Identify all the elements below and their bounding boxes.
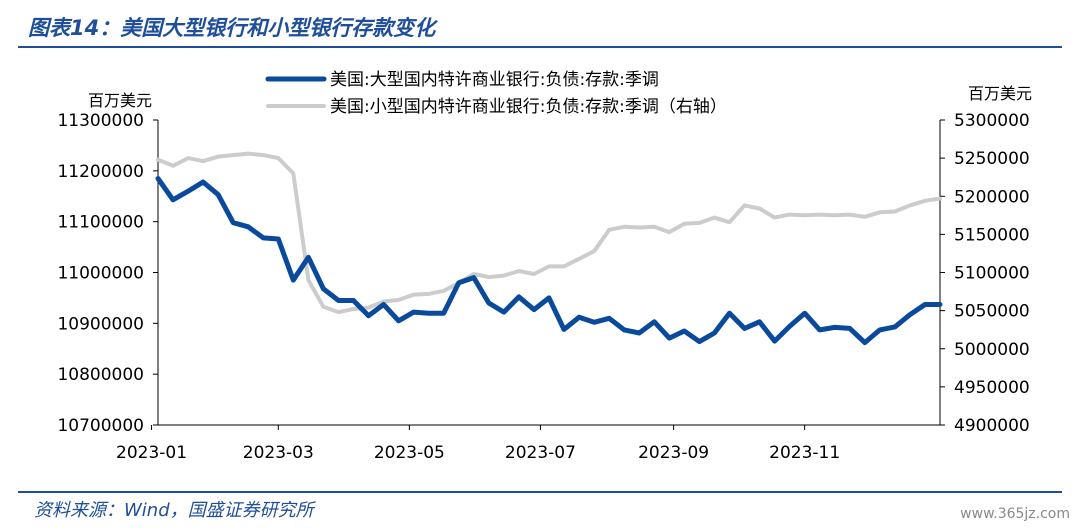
x-tick-label: 2023-07 <box>505 443 576 463</box>
left-tick-label: 10900000 <box>57 314 144 334</box>
chart-legend: 美国:大型国内特许商业银行:负债:存款:季调美国:小型国内特许商业银行:负债:存… <box>265 70 727 117</box>
left-tick-label: 10800000 <box>57 365 144 385</box>
right-tick-label: 5250000 <box>954 149 1030 169</box>
source-note: 资料来源：Wind，国盛证券研究所 <box>34 500 314 521</box>
right-tick-label: 5200000 <box>954 187 1030 207</box>
right-tick-label: 5000000 <box>954 340 1030 360</box>
left-tick-label: 11200000 <box>57 162 144 182</box>
chart-axes <box>151 119 945 430</box>
legend-label: 美国:大型国内特许商业银行:负债:存款:季调 <box>330 70 659 90</box>
left-tick-label: 10700000 <box>57 416 144 436</box>
right-tick-label: 4950000 <box>954 378 1030 398</box>
x-tick-label: 2023-05 <box>374 443 445 463</box>
x-tick-label: 2023-01 <box>116 443 187 463</box>
footer-rule <box>18 491 1062 493</box>
watermark: www.365jz.com <box>960 506 1070 522</box>
series-line-small-banks <box>156 151 942 315</box>
left-tick-label: 11000000 <box>57 264 144 284</box>
left-tick-label: 11100000 <box>57 213 144 233</box>
left-axis-unit: 百万美元 <box>88 91 152 110</box>
right-tick-label: 5050000 <box>954 302 1030 322</box>
legend-label: 美国:小型国内特许商业银行:负债:存款:季调（右轴） <box>330 97 727 117</box>
right-axis-unit: 百万美元 <box>968 84 1032 103</box>
tick-labels: 10700000 10800000 10900000 11000000 11100000… <box>57 111 1029 463</box>
title-rule <box>18 46 1062 48</box>
x-tick-label: 2023-09 <box>638 443 709 463</box>
series-lines <box>155 151 943 346</box>
chart-title: 图表14：美国大型银行和小型银行存款变化 <box>28 16 436 40</box>
right-tick-label: 5100000 <box>954 264 1030 284</box>
right-tick-label: 5150000 <box>954 225 1030 245</box>
right-tick-label: 5300000 <box>954 111 1030 131</box>
series-line-large-banks <box>155 176 943 346</box>
x-tick-label: 2023-03 <box>243 443 314 463</box>
x-tick-label: 2023-11 <box>769 443 840 463</box>
left-tick-label: 11300000 <box>57 111 144 131</box>
right-tick-label: 4900000 <box>954 416 1030 436</box>
